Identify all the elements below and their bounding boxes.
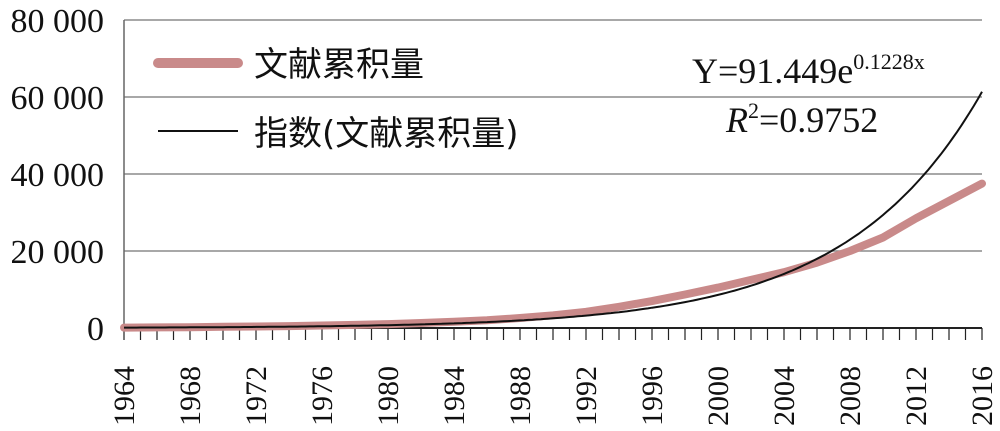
x-tick-label: 1992 bbox=[570, 366, 603, 426]
x-tick-label: 2012 bbox=[900, 366, 933, 426]
x-axis: 1964 1968 1972 1976 1980 1984 1988 1992 1996 2000… bbox=[108, 327, 999, 426]
y-axis-tick-labels: 0 20 000 40 000 60 000 80 000 bbox=[11, 3, 105, 348]
x-tick-label: 1988 bbox=[504, 366, 537, 426]
equation-exponent: 0.1228x bbox=[853, 49, 925, 74]
x-tick-label: 1984 bbox=[438, 366, 471, 426]
x-tick-label: 1968 bbox=[174, 366, 207, 426]
equation-main: Y=91.449e bbox=[692, 51, 853, 91]
x-tick-label: 1964 bbox=[108, 366, 141, 426]
legend: 文献累积量 指数(文献累积量) bbox=[153, 45, 519, 154]
y-tick-label: 20 000 bbox=[11, 234, 105, 271]
series-line-exponential-fit bbox=[124, 91, 983, 329]
equation-text: Y=91.449e0.1228x bbox=[692, 49, 925, 91]
x-tick-label: 1972 bbox=[240, 366, 273, 426]
y-tick-label: 80 000 bbox=[11, 3, 105, 40]
legend-label-cumulative: 文献累积量 bbox=[254, 45, 424, 85]
y-tick-label: 40 000 bbox=[11, 157, 105, 194]
series-line-cumulative bbox=[120, 179, 986, 332]
series-lines bbox=[120, 91, 986, 332]
y-tick-label: 0 bbox=[87, 311, 104, 348]
r-squared-symbol: R bbox=[725, 100, 748, 140]
r-squared-value: =0.9752 bbox=[759, 100, 878, 140]
x-tick-label: 1996 bbox=[636, 366, 669, 426]
x-tick-label: 2016 bbox=[966, 366, 999, 426]
y-tick-label: 60 000 bbox=[11, 80, 105, 117]
r-squared-text: R2=0.9752 bbox=[725, 98, 878, 140]
legend-label-exponential: 指数(文献累积量) bbox=[254, 114, 519, 154]
x-tick-label: 1980 bbox=[372, 366, 405, 426]
x-tick-label: 1976 bbox=[306, 366, 339, 426]
x-tick-label: 2008 bbox=[834, 366, 867, 426]
x-tick-label: 2000 bbox=[702, 366, 735, 426]
trendline-annotation: Y=91.449e0.1228x R2=0.9752 bbox=[692, 49, 925, 140]
x-tick-label: 2004 bbox=[768, 366, 801, 426]
r-squared-sup: 2 bbox=[748, 98, 759, 123]
